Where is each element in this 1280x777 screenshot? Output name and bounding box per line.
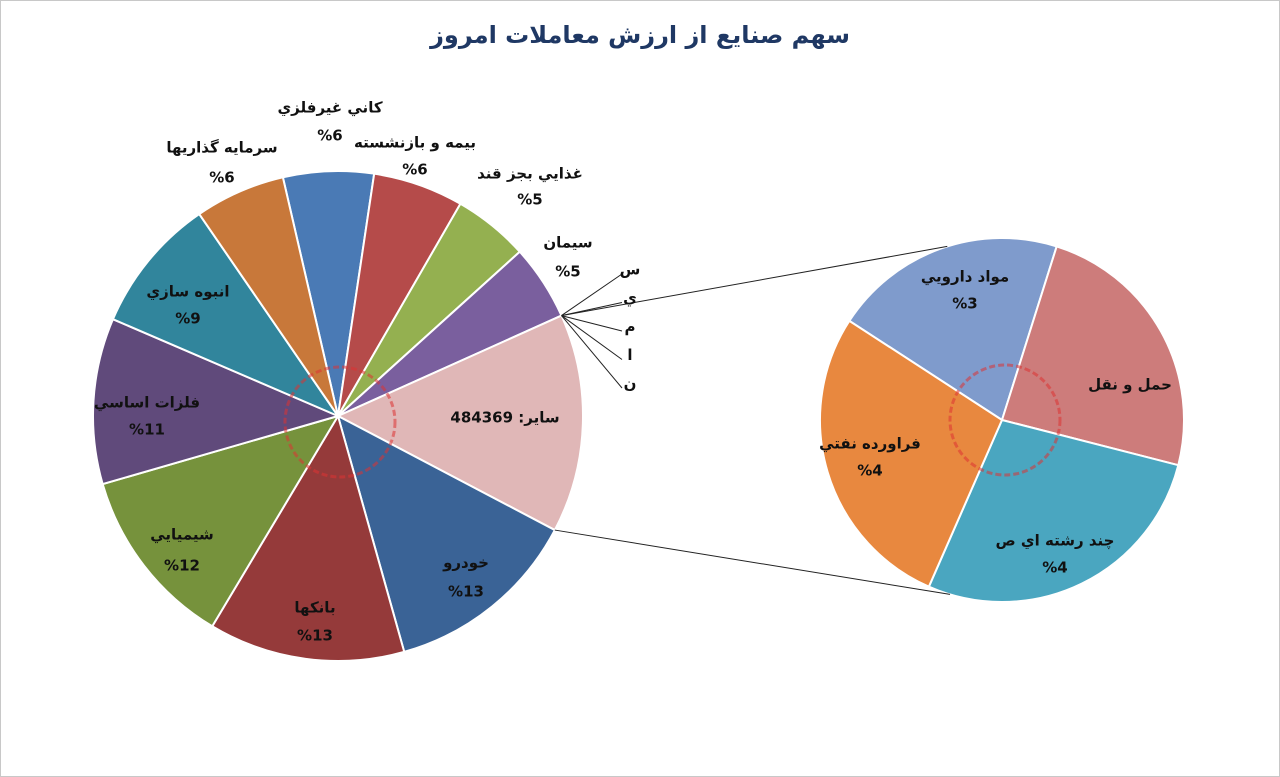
annotation-letter: م xyxy=(625,318,636,336)
slice-label: كاني غيرفلزي xyxy=(277,99,382,118)
slice-label: ساير: 484369 xyxy=(450,409,559,427)
annotation-letter: ي xyxy=(623,289,637,308)
value-label: %13 xyxy=(297,627,333,645)
slice-label: سيمان xyxy=(543,234,592,252)
value-label: %13 xyxy=(448,583,484,601)
leader-line xyxy=(561,273,623,317)
slice-label: شيميايي xyxy=(150,526,214,544)
value-label: %5 xyxy=(555,263,580,281)
pie-slice xyxy=(111,212,341,419)
slice-label: خودرو xyxy=(442,554,489,572)
slices xyxy=(92,170,1185,662)
value-label: %4 xyxy=(857,462,882,480)
pie-slice xyxy=(336,414,557,654)
logos xyxy=(283,363,1062,479)
pie-slice xyxy=(1000,245,1185,467)
slice-label: مواد دارويي xyxy=(921,268,1009,286)
slice-label: انبوه سازي xyxy=(146,283,229,302)
value-label: %9 xyxy=(175,310,200,328)
value-label: %6 xyxy=(317,127,342,145)
slice-label: فراورده نفتي xyxy=(819,435,921,453)
pie-slice xyxy=(847,237,1058,422)
annotation-letter: ن xyxy=(624,375,637,393)
pie-slice xyxy=(927,418,1180,603)
pie-slice xyxy=(101,414,341,628)
value-label: %11 xyxy=(129,421,165,439)
value-label: %4 xyxy=(1042,559,1067,577)
chart-title: سهم صنايع از ارزش معاملات امروز xyxy=(429,21,850,49)
leader-line xyxy=(561,315,623,389)
value-label: %3 xyxy=(952,295,977,313)
leader-line xyxy=(561,315,623,360)
leader-line xyxy=(561,302,623,317)
value-label: %12 xyxy=(164,557,200,575)
slice-label: فلزات اساسي xyxy=(94,394,200,412)
pie-slice xyxy=(819,319,1004,588)
slice-label: بانكها xyxy=(294,599,335,617)
leader-line xyxy=(561,315,623,332)
pie-slice xyxy=(210,413,406,662)
pie-slice xyxy=(197,176,339,417)
pie-slice xyxy=(335,314,584,532)
annotation-letter: س xyxy=(620,261,641,279)
logo-ring xyxy=(283,365,397,479)
labels: كاني غيرفلزي %6 بيمه و بازنشسته %6 غذايي بجز… xyxy=(94,99,1172,645)
connector-line xyxy=(554,529,951,595)
slice-label: حمل و نقل xyxy=(1088,376,1172,394)
logo-ring xyxy=(948,363,1062,477)
slice-label: سرمايه گذاريها xyxy=(166,139,277,157)
annotation-letter: ا xyxy=(627,346,632,364)
slice-label: چند رشته اي ص xyxy=(996,532,1115,551)
value-label: %5 xyxy=(517,191,542,209)
pie-slice xyxy=(92,317,341,486)
connector-line xyxy=(561,245,948,317)
slice-label: بيمه و بازنشسته xyxy=(354,134,476,152)
value-label: %6 xyxy=(402,161,427,179)
slice-label: غذايي بجز قند xyxy=(477,165,583,183)
value-label: %6 xyxy=(209,169,234,187)
